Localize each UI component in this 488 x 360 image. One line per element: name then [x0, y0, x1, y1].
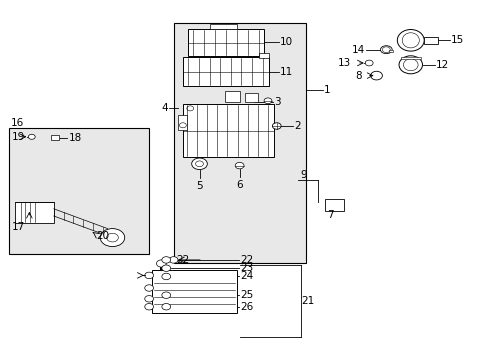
Text: 22: 22 [176, 255, 189, 265]
Text: 16: 16 [11, 118, 24, 128]
Text: 6: 6 [236, 180, 243, 190]
Bar [210, 24, 237, 29]
Ellipse shape [396, 30, 424, 51]
Text: 1: 1 [323, 85, 330, 95]
Text: 4: 4 [161, 103, 167, 113]
Ellipse shape [398, 56, 422, 74]
Bar [188, 29, 264, 56]
Circle shape [144, 285, 153, 291]
Circle shape [365, 60, 372, 66]
Text: 2: 2 [294, 121, 301, 131]
Circle shape [186, 106, 193, 111]
Circle shape [156, 260, 166, 267]
Bar [183, 57, 268, 86]
Bar [424, 37, 437, 44]
Text: 22: 22 [240, 255, 253, 265]
Text: 19: 19 [12, 132, 25, 142]
Bar [178, 115, 187, 130]
Circle shape [272, 123, 281, 129]
Circle shape [106, 233, 118, 242]
Text: 13: 13 [337, 58, 350, 68]
Text: 21: 21 [301, 296, 314, 306]
Bar [388, 50, 392, 52]
Circle shape [191, 158, 207, 170]
Text: 17: 17 [12, 222, 25, 232]
Circle shape [195, 161, 203, 167]
Text: 25: 25 [240, 290, 253, 300]
Text: 7: 7 [326, 210, 333, 220]
Bar [224, 91, 239, 102]
Text: 9: 9 [300, 170, 307, 180]
Circle shape [235, 162, 244, 169]
Text: 14: 14 [351, 45, 364, 55]
Bar [325, 199, 343, 211]
Circle shape [144, 272, 153, 279]
Bar [400, 57, 420, 59]
Bar [15, 202, 54, 223]
Circle shape [162, 265, 170, 271]
Bar [259, 53, 268, 58]
Text: 23: 23 [240, 263, 253, 273]
Circle shape [162, 292, 170, 298]
Circle shape [370, 71, 382, 80]
Ellipse shape [403, 59, 417, 71]
Text: 20: 20 [96, 231, 109, 241]
Bar [151, 270, 237, 313]
Text: 10: 10 [279, 37, 292, 48]
Text: 5: 5 [196, 181, 203, 191]
Circle shape [169, 257, 178, 263]
Text: 12: 12 [435, 60, 448, 70]
Bar [51, 135, 59, 140]
Ellipse shape [380, 46, 391, 54]
Text: 3: 3 [273, 96, 280, 107]
Circle shape [264, 98, 271, 104]
Circle shape [179, 123, 186, 128]
Circle shape [28, 134, 35, 139]
Text: 8: 8 [354, 71, 361, 81]
Bar [245, 93, 257, 102]
Circle shape [144, 303, 153, 310]
Circle shape [162, 303, 170, 310]
Bar [9, 128, 149, 254]
Ellipse shape [401, 33, 418, 48]
Text: 24: 24 [240, 271, 253, 282]
Bar [173, 23, 305, 263]
Bar [183, 104, 273, 157]
Circle shape [100, 229, 124, 247]
Circle shape [144, 296, 153, 302]
Text: 11: 11 [279, 67, 292, 77]
Text: 18: 18 [68, 132, 81, 143]
Text: 15: 15 [450, 35, 463, 45]
Circle shape [162, 273, 170, 280]
Circle shape [382, 47, 389, 53]
Text: 26: 26 [240, 302, 253, 312]
Circle shape [162, 257, 170, 263]
Bar [184, 104, 195, 112]
